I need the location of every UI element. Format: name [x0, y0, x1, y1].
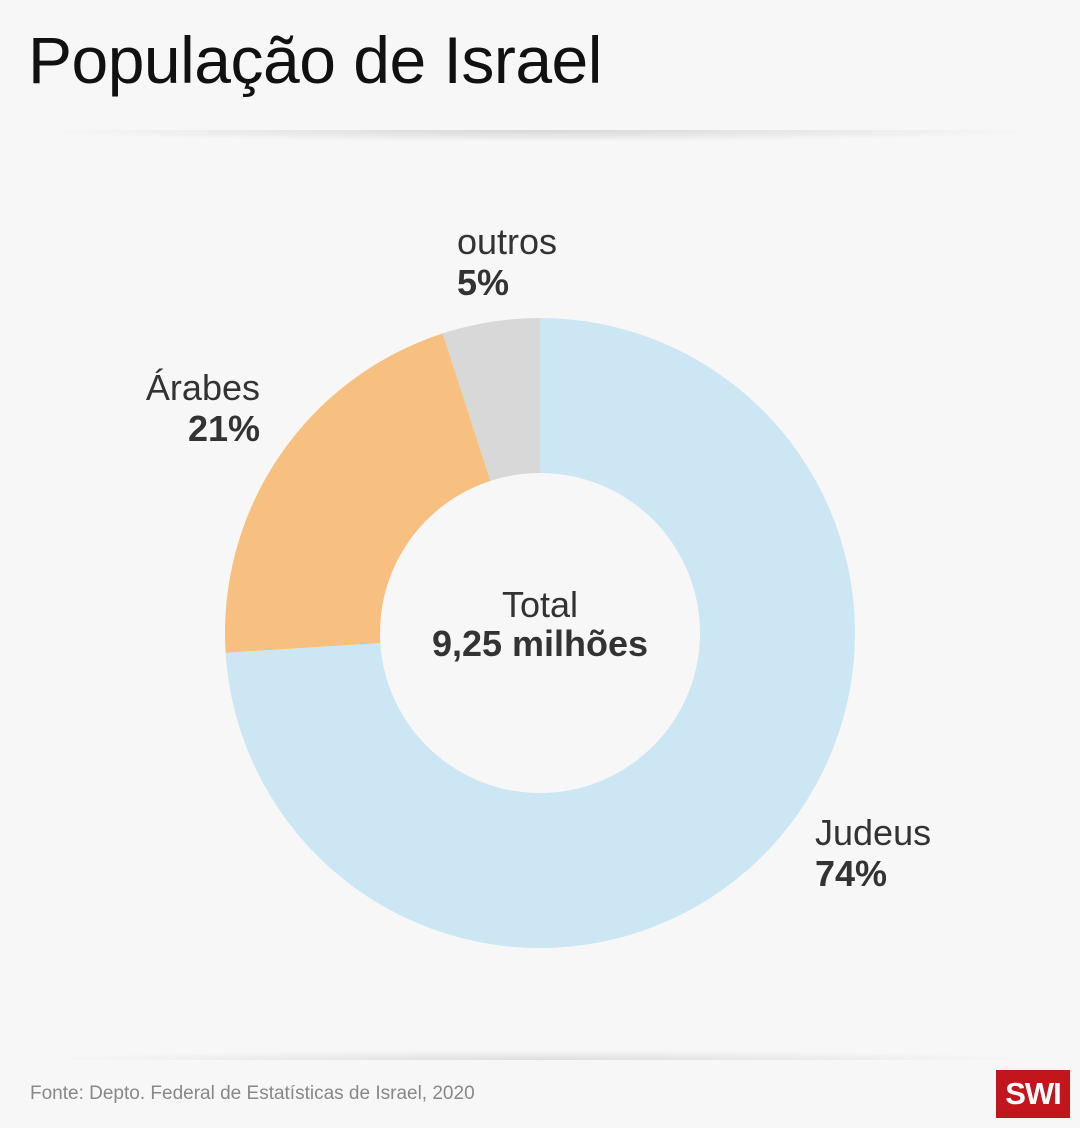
center-total-value: 9,25 milhões — [432, 623, 648, 664]
slice-label-name: outros — [457, 221, 557, 262]
chart-title: População de Israel — [28, 23, 602, 97]
top-divider — [30, 130, 1050, 142]
center-total-label: Total — [502, 584, 578, 625]
swi-logo: SWI — [996, 1070, 1070, 1118]
slice-label-value: 5% — [457, 262, 509, 303]
slice-label-value: 21% — [188, 408, 260, 449]
slice-label-name: Judeus — [815, 812, 931, 853]
source-note: Fonte: Depto. Federal de Estatísticas de… — [30, 1083, 475, 1104]
donut-slice-outros — [442, 318, 540, 481]
donut-slice-judeus — [225, 318, 856, 948]
slice-label-name: Árabes — [146, 367, 260, 408]
donut-slices — [225, 318, 856, 948]
bottom-divider — [30, 1050, 1050, 1060]
slice-label-value: 74% — [815, 853, 887, 894]
donut-slice-árabes — [225, 333, 491, 653]
